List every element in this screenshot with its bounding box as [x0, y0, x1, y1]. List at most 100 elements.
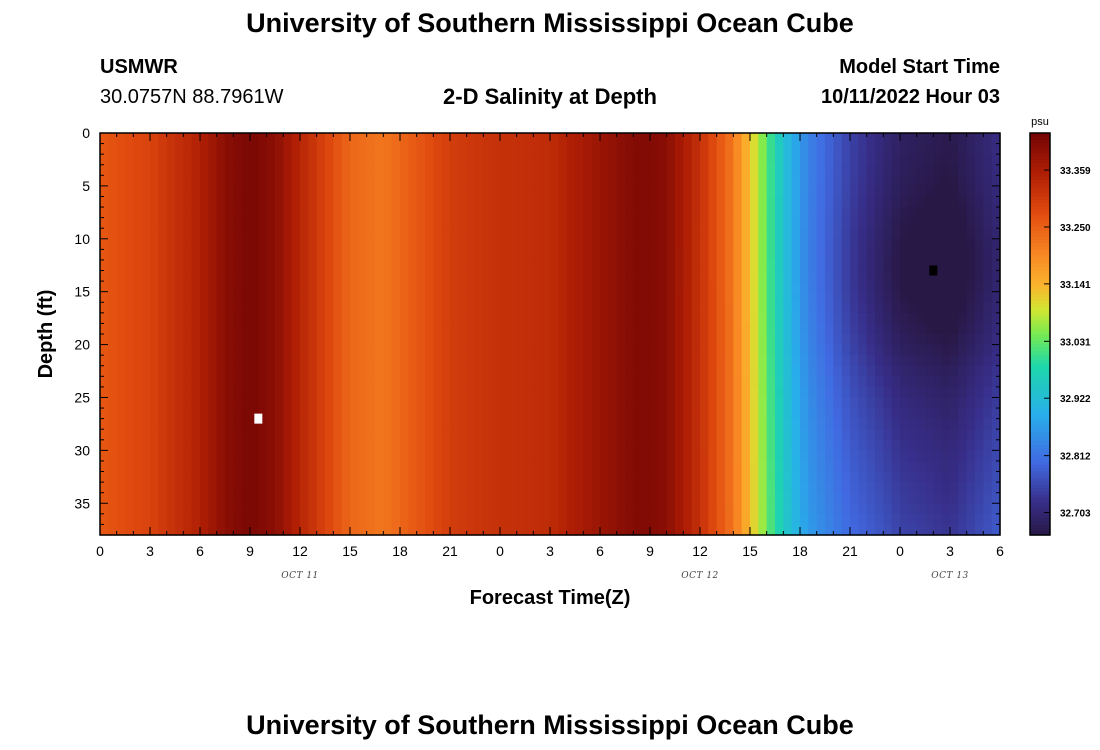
heatmap-cell	[658, 143, 668, 155]
heatmap-cell	[741, 217, 751, 229]
y-axis-title: Depth (ft)	[35, 290, 57, 379]
heatmap-cell	[208, 302, 218, 314]
heatmap-cell	[350, 355, 359, 367]
heatmap-cell	[233, 482, 243, 494]
heatmap-cell	[600, 312, 609, 325]
heatmap-cell	[191, 133, 201, 145]
heatmap-cell	[725, 460, 734, 473]
heatmap-cell	[166, 217, 176, 229]
heatmap-cell	[525, 291, 534, 303]
heatmap-cell	[725, 249, 734, 261]
heatmap-cell	[441, 302, 451, 314]
heatmap-cell	[166, 355, 176, 367]
heatmap-cell	[916, 386, 926, 399]
heatmap-cell	[125, 291, 134, 303]
colorbar-segment	[1030, 220, 1050, 225]
heatmap-cell	[366, 482, 376, 494]
heatmap-cell	[966, 175, 976, 187]
heatmap-cell	[575, 365, 584, 377]
heatmap-cell	[966, 154, 976, 166]
heatmap-cell	[866, 259, 876, 272]
colorbar-segment	[1030, 153, 1050, 158]
heatmap-cell	[366, 365, 376, 377]
colorbar-segment	[1030, 313, 1050, 318]
heatmap-cell	[766, 471, 776, 483]
heatmap-cell	[166, 365, 176, 377]
heatmap-cell	[691, 175, 701, 187]
heatmap-cell	[583, 207, 593, 219]
heatmap-cell	[725, 323, 734, 335]
heatmap-cell	[816, 312, 826, 325]
heatmap-cell	[350, 482, 359, 494]
heatmap-cell	[583, 228, 593, 240]
heatmap-cell	[758, 228, 768, 240]
heatmap-cell	[500, 365, 509, 377]
heatmap-cell	[491, 471, 501, 483]
heatmap-cell	[691, 238, 701, 250]
heatmap-cell	[400, 513, 409, 526]
heatmap-cell	[241, 513, 251, 526]
heatmap-cell	[733, 207, 743, 219]
heatmap-cell	[516, 217, 526, 229]
heatmap-cell	[491, 334, 501, 346]
heatmap-cell	[775, 482, 784, 494]
heatmap-cell	[850, 249, 859, 261]
heatmap-cell	[416, 376, 426, 388]
heatmap-cell	[483, 524, 493, 536]
heatmap-cell	[183, 281, 193, 293]
heatmap-cell	[833, 482, 843, 494]
heatmap-cell	[566, 238, 576, 250]
colorbar-segment	[1030, 267, 1050, 271]
heatmap-cell	[100, 418, 109, 430]
heatmap-cell	[100, 270, 109, 282]
heatmap-cell	[433, 418, 443, 430]
heatmap-cell	[741, 259, 751, 272]
heatmap-cell	[650, 249, 659, 261]
heatmap-cell	[208, 471, 218, 483]
heatmap-cell	[225, 196, 234, 208]
heatmap-cell	[816, 386, 826, 399]
heatmap-cell	[391, 133, 401, 145]
heatmap-cell	[508, 429, 518, 441]
heatmap-cell	[175, 503, 184, 515]
heatmap-cell	[366, 471, 376, 483]
heatmap-cell	[291, 460, 301, 473]
heatmap-cell	[383, 334, 393, 346]
heatmap-cell	[900, 397, 909, 409]
x-date-label: OCT 12	[681, 571, 719, 581]
heatmap-cell	[850, 175, 859, 187]
heatmap-cell	[858, 259, 868, 272]
heatmap-cell	[550, 302, 559, 314]
heatmap-cell	[150, 439, 159, 451]
heatmap-cell	[550, 524, 559, 536]
heatmap-cell	[266, 460, 276, 473]
heatmap-cell	[316, 460, 326, 473]
heatmap-cell	[516, 355, 526, 367]
heatmap-cell	[525, 249, 534, 261]
heatmap-cell	[816, 365, 826, 377]
heatmap-cell	[483, 344, 493, 356]
heatmap-cell	[916, 460, 926, 473]
heatmap-cell	[708, 386, 718, 399]
heatmap-cell	[683, 175, 693, 187]
heatmap-cell	[275, 397, 284, 409]
heatmap-cell	[658, 450, 668, 462]
heatmap-cell	[241, 249, 251, 261]
heatmap-cell	[758, 312, 768, 325]
heatmap-cell	[375, 492, 384, 504]
heatmap-cell	[558, 291, 568, 303]
heatmap-cell	[175, 238, 184, 250]
heatmap-cell	[425, 355, 434, 367]
heatmap-cell	[291, 334, 301, 346]
heatmap-cell	[391, 344, 401, 356]
heatmap-cell	[400, 259, 409, 272]
heatmap-cell	[200, 386, 209, 399]
heatmap-cell	[500, 376, 509, 388]
heatmap-cell	[316, 217, 326, 229]
heatmap-cell	[258, 207, 268, 219]
heatmap-cell	[683, 270, 693, 282]
heatmap-cell	[800, 281, 809, 293]
heatmap-cell	[575, 334, 584, 346]
heatmap-cell	[566, 185, 576, 198]
heatmap-cell	[716, 238, 726, 250]
